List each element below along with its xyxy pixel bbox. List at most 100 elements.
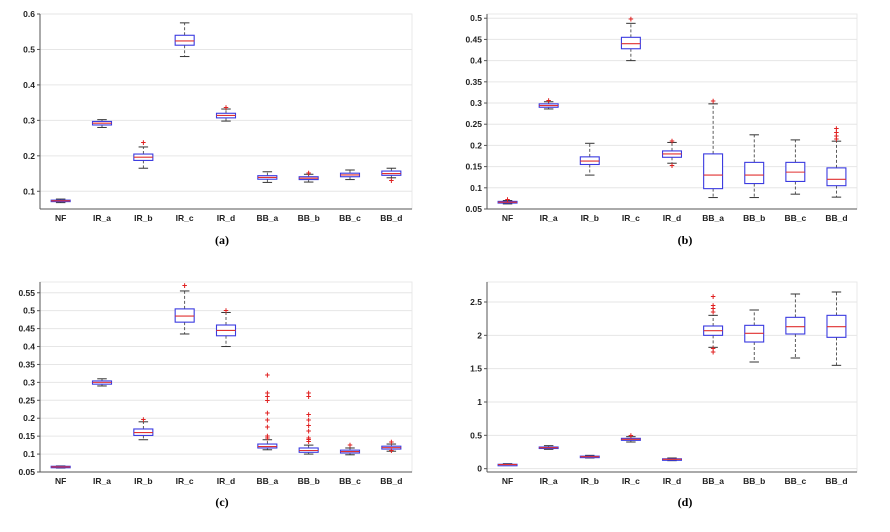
panel-caption: (a): [215, 233, 229, 247]
box-iqr: [174, 34, 195, 46]
box-IR_c: +: [620, 14, 641, 62]
x-tick-label: IR_c: [622, 213, 640, 223]
box-IR_a: +: [538, 95, 559, 110]
outlier-marker: +: [306, 435, 311, 445]
outlier-marker: +: [389, 445, 394, 455]
outlier-marker: +: [306, 410, 311, 420]
box-BB_a: ++++++: [703, 292, 724, 357]
box-IR_c: +: [174, 281, 195, 335]
outlier-marker: +: [710, 347, 715, 357]
box-BB_a: +: [703, 96, 724, 199]
x-tick-label: BB_a: [702, 476, 724, 486]
plot-area: [486, 281, 858, 473]
box-IR_d: +: [215, 103, 237, 122]
y-tick-label: 0.5: [470, 430, 482, 440]
box-IR_c: +: [620, 430, 641, 443]
box-iqr: [620, 36, 641, 50]
box-BB_b: [744, 134, 765, 199]
boxplot-svg: 0 0.5 1 1.5 2 2.5 NF IR_a IR_b + IR_c IR_d ++++++ BB_…: [470, 281, 858, 509]
x-tick-label: IR_d: [217, 213, 235, 223]
x-tick-label: BB_c: [339, 476, 361, 486]
box-NF: +: [497, 194, 518, 205]
box-iqr: [703, 153, 724, 190]
outlier-marker: +: [141, 138, 146, 148]
box-IR_a: [91, 119, 113, 128]
x-tick-label: IR_c: [176, 213, 194, 223]
y-tick-label: 0.25: [465, 119, 482, 129]
box-IR_b: [579, 142, 600, 176]
box-iqr: [826, 167, 847, 187]
y-tick-label: 0.35: [18, 359, 35, 369]
y-tick-label: 2.5: [470, 297, 482, 307]
outlier-marker: +: [710, 307, 715, 317]
x-tick-label: IR_d: [663, 213, 681, 223]
box-IR_d: ++: [661, 136, 683, 170]
panel-caption: (c): [215, 495, 228, 509]
x-tick-label: IR_b: [134, 476, 152, 486]
x-tick-label: BB_a: [256, 213, 278, 223]
outlier-marker: +: [834, 128, 839, 138]
outlier-marker: +: [306, 415, 311, 425]
outlier-marker: +: [834, 123, 839, 133]
y-tick-label: 0.15: [465, 162, 482, 172]
outlier-marker: +: [834, 131, 839, 141]
y-tick-label: 0.45: [18, 324, 35, 334]
x-tick-label: IR_b: [581, 476, 599, 486]
outlier-marker: +: [306, 426, 311, 436]
outlier-marker: +: [265, 388, 270, 398]
box-NF: [50, 198, 71, 204]
y-tick-label: 0.35: [465, 77, 482, 87]
box-BB_d: ++++: [826, 123, 847, 198]
outlier-marker: +: [628, 14, 633, 24]
boxplot-panel-d: 0 0.5 1 1.5 2 2.5 NF IR_a IR_b + IR_c IR_d + + + + + + BB_…: [445, 270, 890, 527]
outlier-marker: +: [710, 344, 715, 354]
outlier-marker: +: [223, 103, 228, 113]
x-tick-label: BB_c: [784, 213, 806, 223]
boxplot-svg: 0.05 0.1 0.15 0.2 0.25 0.3 0.35 0.4 0.45 0.5 0.55 N…: [18, 281, 413, 509]
box-iqr: [744, 161, 765, 185]
x-tick-label: IR_b: [134, 213, 152, 223]
outlier-marker: +: [628, 430, 633, 440]
y-tick-label: 0.1: [23, 186, 35, 196]
box-BB_d: ++: [381, 437, 402, 455]
y-tick-label: 0.5: [23, 44, 35, 54]
outlier-marker: +: [306, 392, 311, 402]
y-tick-label: 0.4: [23, 80, 35, 90]
box-BB_c: [785, 139, 806, 195]
box-BB_c: [339, 169, 361, 181]
x-tick-label: NF: [55, 213, 66, 223]
x-tick-label: IR_d: [217, 476, 235, 486]
box-BB_d: [826, 291, 847, 366]
x-tick-label: BB_d: [380, 476, 402, 486]
outlier-marker: +: [265, 433, 270, 443]
box-IR_b: +: [133, 138, 154, 169]
y-tick-label: 0.3: [23, 115, 35, 125]
y-tick-label: 0.4: [23, 342, 35, 352]
box-BB_c: +: [339, 440, 361, 456]
boxplot-svg: 0.1 0.2 0.3 0.4 0.5 0.6 NF IR_a + IR_b IR_c + IR_d BB…: [23, 9, 413, 247]
figure: 0.1 0.2 0.3 0.4 0.5 0.6 NF IR_a + IR_b IR_c + IR_d BB…: [18, 9, 858, 509]
box-IR_a: [538, 445, 559, 450]
outlier-marker: +: [669, 160, 674, 170]
x-tick-label: IR_a: [93, 213, 111, 223]
x-tick-label: BB_d: [825, 476, 847, 486]
y-tick-label: 0.6: [23, 9, 35, 19]
outlier-marker: +: [306, 388, 311, 398]
outlier-marker: +: [306, 437, 311, 447]
outlier-marker: +: [834, 134, 839, 144]
outlier-marker: +: [306, 433, 311, 443]
box-IR_b: [579, 454, 600, 459]
box-BB_b: +: [298, 168, 319, 183]
outlier-marker: +: [710, 304, 715, 314]
y-tick-label: 0.2: [23, 413, 35, 423]
y-tick-label: 2: [477, 330, 482, 340]
outlier-marker: +: [265, 422, 270, 432]
outlier-marker: +: [265, 431, 270, 441]
y-tick-label: 0.25: [18, 395, 35, 405]
outlier-marker: +: [505, 194, 510, 204]
box-IR_d: +: [215, 306, 237, 348]
x-tick-label: NF: [502, 213, 513, 223]
box-IR_b: +: [133, 415, 154, 441]
x-tick-label: NF: [55, 476, 66, 486]
y-tick-label: 0.05: [18, 467, 35, 477]
